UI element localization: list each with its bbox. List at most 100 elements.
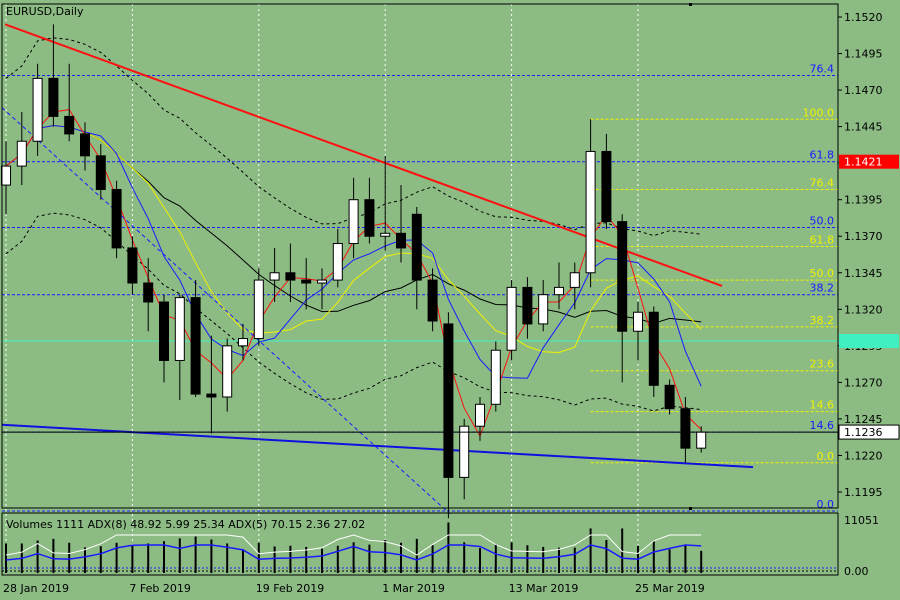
candle-body xyxy=(522,286,533,325)
x-tick-label: 28 Jan 2019 xyxy=(3,582,69,595)
y-tick-label: 1.1270 xyxy=(844,376,883,389)
candle-body xyxy=(648,311,659,386)
y-tick-label: 1.1395 xyxy=(844,194,883,207)
candle-body xyxy=(459,425,470,478)
x-tick-label: 7 Feb 2019 xyxy=(129,582,190,595)
candle-body xyxy=(364,199,375,237)
indicator-axis-bottom: 0.00 xyxy=(844,565,869,578)
fib-yellow-label: 14.6 xyxy=(810,399,835,412)
fib-yellow-label: 0.0 xyxy=(817,450,835,463)
candle-body xyxy=(569,272,580,288)
fib-yellow-label: 50.0 xyxy=(810,267,835,280)
fib-blue-label: 38.2 xyxy=(810,282,835,295)
x-tick-label: 1 Mar 2019 xyxy=(382,582,445,595)
candle-body xyxy=(206,393,217,398)
fib-yellow-label: 76.4 xyxy=(810,176,835,189)
candle-body xyxy=(143,282,154,303)
candle-body xyxy=(554,286,564,296)
candle-body xyxy=(696,431,707,449)
chart-title: EURUSD,Daily xyxy=(6,5,84,18)
adx-blue-line xyxy=(5,544,702,561)
candle-body xyxy=(1,165,11,186)
candle-body xyxy=(32,77,43,142)
candle-body xyxy=(190,297,201,395)
y-tick-label: 1.1220 xyxy=(844,449,883,462)
fib-blue-label: 76.4 xyxy=(810,62,835,75)
candle-body xyxy=(664,384,675,410)
current-price-marker xyxy=(838,424,900,440)
candle-body xyxy=(127,247,138,284)
candle-body xyxy=(396,232,406,249)
adx-white-line xyxy=(5,534,702,556)
y-tick-label: 1.1520 xyxy=(844,11,883,24)
cyan-price-marker xyxy=(839,334,899,348)
candle-body xyxy=(111,188,122,249)
fib-blue-label: 14.6 xyxy=(810,419,835,432)
candle-body xyxy=(490,349,501,405)
indicator-axis-top: 11051 xyxy=(844,514,879,527)
candle-body xyxy=(269,272,280,281)
main-plot-frame xyxy=(1,3,839,509)
candle-body xyxy=(680,408,691,449)
fibonacci-levels: 76.4 61.8 50.0 38.2 14.6 0.0 100.0 76.4 61.8 50.0… xyxy=(2,62,838,512)
candle-body xyxy=(159,301,169,361)
candle-body xyxy=(174,297,185,361)
candle-body xyxy=(238,338,248,347)
candle-body xyxy=(380,232,391,237)
candle-body xyxy=(332,243,343,281)
volume-panel xyxy=(2,522,838,573)
candle-body xyxy=(95,155,106,190)
candle-body xyxy=(285,272,296,281)
candle-body xyxy=(222,345,233,398)
y-tick-label: 1.1195 xyxy=(844,486,883,499)
fib-yellow-label: 61.8 xyxy=(810,233,835,246)
candle-body xyxy=(633,311,643,332)
candle-body xyxy=(253,279,264,340)
highlight-price-marker xyxy=(839,154,899,169)
ma-yellow-line xyxy=(5,124,702,354)
candle-body xyxy=(617,221,628,332)
fib-blue-label: 0.0 xyxy=(817,498,835,511)
candle-body xyxy=(585,150,596,274)
candle-body xyxy=(443,323,454,478)
bottom-marker xyxy=(689,507,692,510)
candle-body xyxy=(538,294,549,325)
fib-yellow-label: 23.6 xyxy=(810,358,835,371)
candle-body xyxy=(64,115,75,135)
fib-yellow-label: 100.0 xyxy=(803,106,835,119)
candle-body xyxy=(506,286,517,351)
candle-body xyxy=(475,403,485,427)
y-tick-label: 1.1245 xyxy=(844,413,883,426)
indicator-plot-frame xyxy=(1,512,839,576)
candle-body xyxy=(411,213,422,281)
ma-blue-line xyxy=(5,124,702,387)
fib-blue-label: 61.8 xyxy=(810,149,835,162)
y-tick-label: 1.1445 xyxy=(844,121,883,134)
red-resistance-trendline xyxy=(4,23,723,287)
candle-body xyxy=(80,133,90,157)
fib-yellow-label: 38.2 xyxy=(810,314,835,327)
y-tick-label: 1.1495 xyxy=(844,48,883,61)
candle-body xyxy=(48,77,59,117)
x-tick-label: 25 Mar 2019 xyxy=(635,582,705,595)
top-marker xyxy=(689,3,692,6)
candle-body xyxy=(427,279,438,322)
candle-body xyxy=(16,140,27,167)
candle-body xyxy=(301,279,312,284)
candle-body xyxy=(348,199,359,245)
indicator-label: Volumes 1111 ADX(8) 48.92 5.99 25.34 ADX… xyxy=(6,518,365,531)
candlesticks xyxy=(1,24,707,519)
y-tick-label: 1.1470 xyxy=(844,84,883,97)
blue-dashed-diagonal xyxy=(1,107,451,515)
x-tick-label: 13 Mar 2019 xyxy=(509,582,579,595)
candle-body xyxy=(317,279,327,284)
highlight-price-label: 1.1421 xyxy=(844,156,883,169)
y-tick-label: 1.1370 xyxy=(844,230,883,243)
candle-body xyxy=(601,150,612,223)
y-tick-label: 1.1345 xyxy=(844,267,883,280)
axes-layer: 1.15201.14951.14701.14451.14201.13951.13… xyxy=(1,3,900,595)
fib-blue-label: 50.0 xyxy=(810,214,835,227)
x-tick-label: 19 Feb 2019 xyxy=(256,582,324,595)
